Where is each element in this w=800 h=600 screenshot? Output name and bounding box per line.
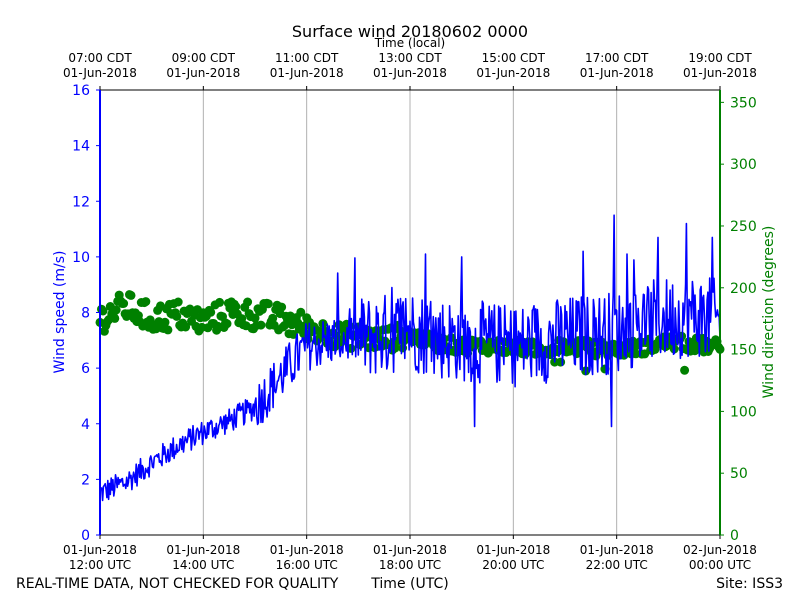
right-axis-label: Wind direction (degrees) <box>761 226 777 399</box>
wind-direction-point <box>243 297 253 307</box>
right-tick-label: 100 <box>730 404 757 420</box>
wind-direction-point <box>222 319 232 329</box>
x-tick-label-time: 16:00 UTC <box>276 558 338 572</box>
wind-direction-point <box>160 317 170 327</box>
wind-direction-point <box>277 302 287 312</box>
left-tick-label: 16 <box>72 83 90 99</box>
x-tick-label-date: 01-Jun-2018 <box>63 543 137 557</box>
site-label: Site: ISS3 <box>716 576 783 592</box>
x-tick-label-date: 01-Jun-2018 <box>373 543 447 557</box>
wind-direction-point <box>172 311 182 321</box>
left-tick-label: 0 <box>81 528 90 544</box>
wind-direction-point <box>110 313 120 323</box>
top-tick-label-date: 01-Jun-2018 <box>683 66 757 80</box>
left-tick-label: 2 <box>81 472 90 488</box>
top-tick-label-time: 13:00 CDT <box>378 51 442 65</box>
left-tick-label: 10 <box>72 250 90 266</box>
right-tick-label: 300 <box>730 157 757 173</box>
quality-disclaimer: REAL-TIME DATA, NOT CHECKED FOR QUALITY <box>16 576 339 592</box>
wind-direction-point <box>263 299 273 309</box>
x-tick-label-time: 22:00 UTC <box>586 558 648 572</box>
wind-direction-point <box>680 365 690 375</box>
top-tick-label-time: 07:00 CDT <box>68 51 132 65</box>
wind-direction-point <box>256 320 266 330</box>
top-tick-label-time: 11:00 CDT <box>275 51 339 65</box>
right-tick-label: 250 <box>730 219 757 235</box>
x-tick-label-time: 12:00 UTC <box>69 558 131 572</box>
top-tick-label-date: 01-Jun-2018 <box>373 66 447 80</box>
left-tick-label: 12 <box>72 194 90 210</box>
right-tick-label: 50 <box>730 466 748 482</box>
x-tick-label-date: 01-Jun-2018 <box>476 543 550 557</box>
wind-direction-point <box>215 297 225 307</box>
top-tick-label-time: 15:00 CDT <box>482 51 546 65</box>
wind-direction-point <box>556 357 566 367</box>
wind-speed-line <box>99 214 721 502</box>
wind-direction-point <box>173 297 183 307</box>
x-tick-label-date: 02-Jun-2018 <box>683 543 757 557</box>
x-tick-label-date: 01-Jun-2018 <box>270 543 344 557</box>
right-tick-label: 150 <box>730 343 757 359</box>
wind-direction-point <box>231 302 241 312</box>
x-tick-label-time: 20:00 UTC <box>482 558 544 572</box>
top-tick-label-date: 01-Jun-2018 <box>166 66 240 80</box>
bottom-axis-label: Time (UTC) <box>370 576 448 592</box>
x-tick-label-time: 00:00 UTC <box>689 558 751 572</box>
chart-title: Surface wind 20180602 0000 <box>292 22 528 41</box>
x-tick-label-date: 01-Jun-2018 <box>166 543 240 557</box>
left-axis-label: Wind speed (m/s) <box>52 251 68 374</box>
x-tick-label-time: 18:00 UTC <box>379 558 441 572</box>
top-tick-label-time: 17:00 CDT <box>585 51 649 65</box>
wind-direction-point <box>141 297 151 307</box>
top-tick-label-date: 01-Jun-2018 <box>580 66 654 80</box>
wind-direction-point <box>181 322 191 332</box>
left-tick-label: 4 <box>81 417 90 433</box>
wind-direction-point <box>288 329 298 339</box>
wind-direction-point <box>206 307 216 317</box>
left-tick-label: 8 <box>81 306 90 322</box>
wind-direction-point <box>126 290 136 300</box>
wind-direction-point <box>296 307 306 317</box>
top-tick-label-date: 01-Jun-2018 <box>270 66 344 80</box>
wind-direction-point <box>111 305 121 315</box>
right-tick-label: 200 <box>730 281 757 297</box>
top-tick-label-date: 01-Jun-2018 <box>476 66 550 80</box>
right-tick-label: 350 <box>730 95 757 111</box>
top-axis-label: Time (local) <box>374 36 446 50</box>
wind-direction-point <box>268 313 278 323</box>
wind-direction-point <box>163 325 173 335</box>
x-tick-label-time: 14:00 UTC <box>172 558 234 572</box>
left-tick-label: 14 <box>72 139 90 155</box>
wind-direction-point <box>119 299 129 308</box>
top-tick-label-time: 09:00 CDT <box>172 51 236 65</box>
left-tick-label: 6 <box>81 361 90 377</box>
wind-direction-point <box>250 313 260 323</box>
right-tick-label: 0 <box>730 528 739 544</box>
x-tick-label-date: 01-Jun-2018 <box>580 543 654 557</box>
wind-speed-series <box>99 214 721 502</box>
top-tick-label-time: 19:00 CDT <box>688 51 752 65</box>
top-tick-label-date: 01-Jun-2018 <box>63 66 137 80</box>
